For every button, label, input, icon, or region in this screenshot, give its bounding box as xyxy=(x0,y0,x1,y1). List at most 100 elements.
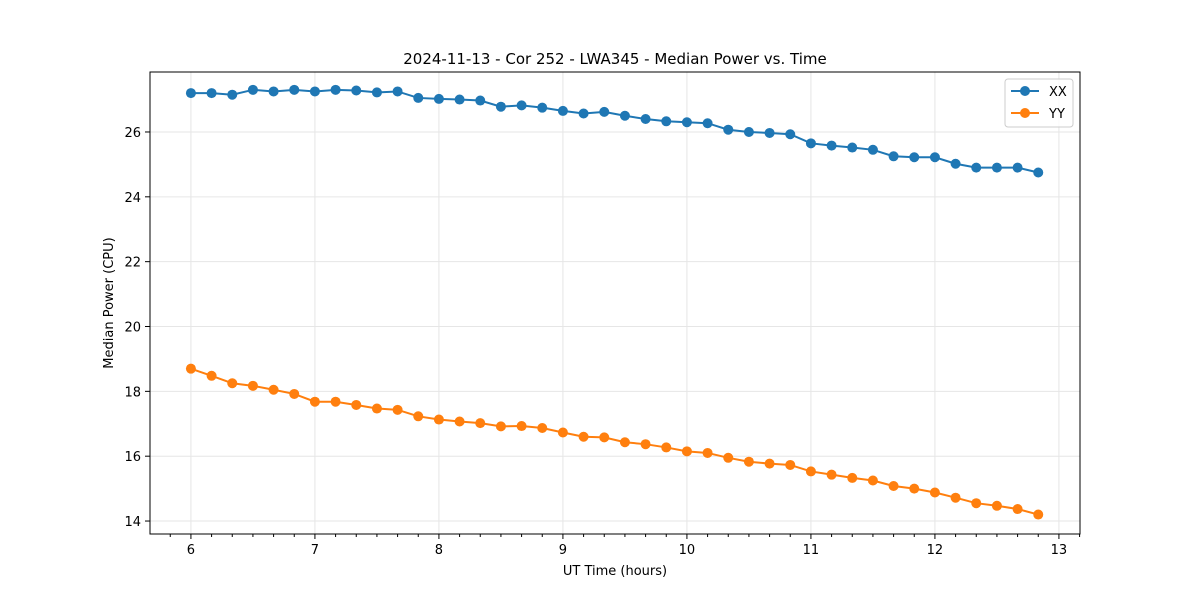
data-point-yy xyxy=(578,431,589,442)
y-tick-label: 20 xyxy=(124,321,141,336)
legend-label-yy: YY xyxy=(1048,107,1065,122)
data-point-xx xyxy=(991,162,1002,173)
x-tick-label: 9 xyxy=(559,543,567,558)
x-axis-label: UT Time (hours) xyxy=(563,564,667,579)
data-point-xx xyxy=(805,138,816,149)
y-tick-label: 26 xyxy=(124,126,141,141)
y-tick-label: 24 xyxy=(124,191,141,206)
data-point-xx xyxy=(413,92,424,103)
x-tick-label: 13 xyxy=(1051,543,1068,558)
data-point-yy xyxy=(1012,504,1023,515)
data-point-xx xyxy=(309,86,320,97)
data-point-xx xyxy=(537,102,548,113)
data-point-xx xyxy=(929,152,940,163)
data-point-xx xyxy=(557,105,568,116)
y-axis-label: Median Power (CPU) xyxy=(102,237,117,368)
data-point-xx xyxy=(847,142,858,153)
data-point-yy xyxy=(971,498,982,509)
plot-frame xyxy=(149,71,1081,535)
data-point-xx xyxy=(578,108,589,119)
data-point-xx xyxy=(392,86,403,97)
data-point-yy xyxy=(351,399,362,410)
data-point-yy xyxy=(413,411,424,422)
data-point-yy xyxy=(785,459,796,470)
data-point-yy xyxy=(929,487,940,498)
y-tick-label: 14 xyxy=(124,515,141,530)
data-point-yy xyxy=(1033,509,1044,520)
data-point-yy xyxy=(330,396,341,407)
data-point-yy xyxy=(268,384,279,395)
tick-layer: 6 7 8 9 10 11 12 13 14 16 18 20 22 24 26 xyxy=(124,126,1081,558)
data-point-yy xyxy=(619,437,630,448)
data-point-yy xyxy=(909,483,920,494)
data-point-yy xyxy=(661,442,672,453)
data-point-yy xyxy=(950,492,961,503)
data-point-xx xyxy=(826,140,837,151)
data-point-yy xyxy=(516,421,527,432)
data-point-yy xyxy=(826,469,837,480)
x-tick-label: 10 xyxy=(679,543,696,558)
grid-layer xyxy=(150,72,1080,534)
data-point-yy xyxy=(702,447,713,458)
legend: XX YY xyxy=(1004,78,1074,128)
legend-label-xx: XX xyxy=(1049,85,1067,100)
data-point-yy xyxy=(805,466,816,477)
data-point-yy xyxy=(289,388,300,399)
data-point-yy xyxy=(537,422,548,433)
data-point-yy xyxy=(454,416,465,427)
data-point-xx xyxy=(433,93,444,104)
data-point-xx xyxy=(681,117,692,128)
data-point-xx xyxy=(743,126,754,137)
data-point-yy xyxy=(495,421,506,432)
data-point-yy xyxy=(227,378,238,389)
data-point-yy xyxy=(392,404,403,415)
data-point-yy xyxy=(723,452,734,463)
x-tick-label: 11 xyxy=(803,543,820,558)
data-point-yy xyxy=(475,418,486,429)
data-point-yy xyxy=(309,396,320,407)
x-tick-label: 6 xyxy=(187,543,195,558)
chart-title: 2024-11-13 - Cor 252 - LWA345 - Median P… xyxy=(403,50,827,68)
series-layer xyxy=(185,84,1044,520)
data-point-xx xyxy=(950,158,961,169)
x-tick-label: 7 xyxy=(311,543,319,558)
data-point-xx xyxy=(185,88,196,99)
data-point-xx xyxy=(971,162,982,173)
data-point-xx xyxy=(330,84,341,95)
data-point-xx xyxy=(785,129,796,140)
data-point-xx xyxy=(247,84,258,95)
data-point-yy xyxy=(764,458,775,469)
data-point-yy xyxy=(867,475,878,486)
data-point-xx xyxy=(289,84,300,95)
data-point-yy xyxy=(206,370,217,381)
data-point-xx xyxy=(764,127,775,138)
data-point-xx xyxy=(661,116,672,127)
data-point-yy xyxy=(371,403,382,414)
x-tick-label: 12 xyxy=(927,543,944,558)
data-point-xx xyxy=(599,106,610,117)
data-point-xx xyxy=(640,114,651,125)
data-point-xx xyxy=(206,88,217,99)
data-point-yy xyxy=(991,500,1002,511)
data-point-yy xyxy=(247,380,258,391)
data-point-yy xyxy=(185,363,196,374)
data-point-yy xyxy=(640,439,651,450)
y-tick-label: 18 xyxy=(124,385,141,400)
data-point-yy xyxy=(743,456,754,467)
data-point-xx xyxy=(371,87,382,98)
data-point-xx xyxy=(495,101,506,112)
data-point-xx xyxy=(619,110,630,121)
data-point-xx xyxy=(351,85,362,96)
data-point-xx xyxy=(702,118,713,129)
data-point-yy xyxy=(557,427,568,438)
legend-marker-xx xyxy=(1020,86,1030,96)
data-point-xx xyxy=(516,100,527,111)
data-point-xx xyxy=(227,89,238,100)
data-point-xx xyxy=(909,152,920,163)
data-point-xx xyxy=(1033,167,1044,178)
data-point-xx xyxy=(723,124,734,135)
data-point-yy xyxy=(599,432,610,443)
